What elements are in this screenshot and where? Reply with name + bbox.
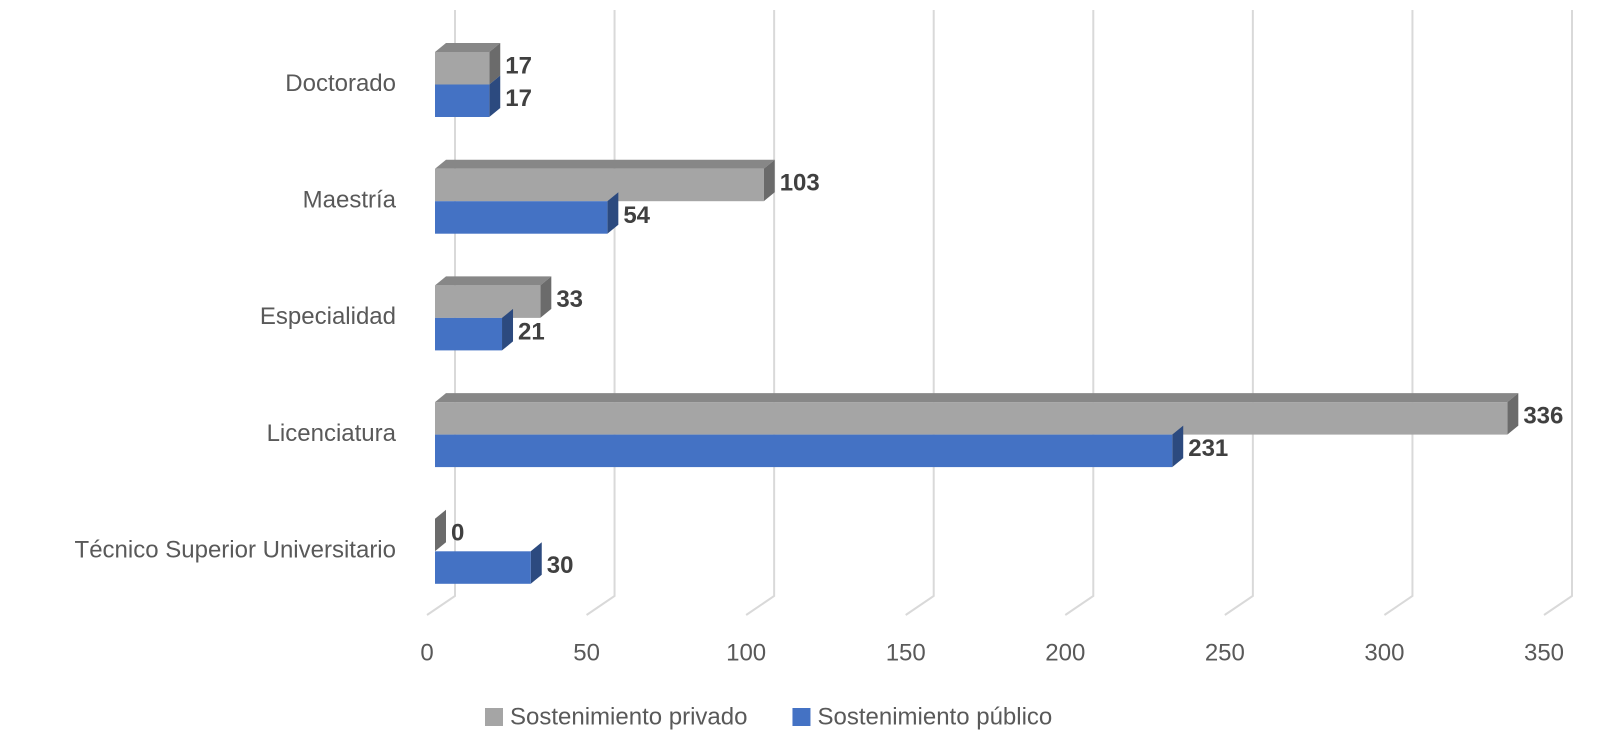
value-label: 103 <box>780 169 820 196</box>
bar <box>435 52 490 85</box>
legend-swatch <box>485 708 503 726</box>
x-tick-label: 350 <box>1524 639 1564 666</box>
value-label: 17 <box>505 53 532 80</box>
x-tick-label: 200 <box>1045 639 1085 666</box>
bar <box>435 317 503 351</box>
legend-label: Sostenimiento privado <box>510 703 747 730</box>
value-label: 33 <box>556 286 583 313</box>
bar-top <box>435 393 1519 403</box>
category-label: Licenciatura <box>267 420 397 447</box>
value-label: 17 <box>505 85 532 112</box>
bar <box>435 168 764 202</box>
grid-line <box>1543 10 1573 616</box>
grid-line <box>745 10 776 616</box>
bar-side <box>763 159 775 202</box>
category-label: Especialidad <box>260 303 396 330</box>
legend-swatch <box>792 708 811 726</box>
bar-side <box>489 43 501 85</box>
bar-top <box>435 276 552 286</box>
grid-line <box>1064 10 1095 616</box>
grid-line <box>586 10 616 616</box>
x-tick-label: 50 <box>573 639 600 666</box>
bar <box>435 402 1508 435</box>
x-tick-label: 250 <box>1205 639 1245 666</box>
bar-side <box>502 308 514 351</box>
bar <box>435 434 1173 468</box>
x-tick-label: 150 <box>886 639 926 666</box>
x-tick-label: 300 <box>1364 639 1404 666</box>
legend-label: Sostenimiento público <box>817 703 1052 730</box>
bar-side <box>489 75 501 117</box>
grid-line <box>905 10 935 616</box>
bar <box>435 551 531 584</box>
bar-side <box>607 192 619 234</box>
value-label: 54 <box>623 202 650 229</box>
bar-top <box>435 159 775 169</box>
value-label: 0 <box>451 519 464 546</box>
bar <box>435 201 608 234</box>
x-tick-label: 0 <box>420 639 433 666</box>
grid-line <box>1224 10 1254 616</box>
bar-side <box>540 276 552 318</box>
category-label: Técnico Superior Universitario <box>75 537 396 564</box>
bar-side <box>1172 425 1184 468</box>
value-label: 336 <box>1523 403 1563 430</box>
bar-top <box>435 43 501 52</box>
bar-side <box>435 509 446 552</box>
category-label: Doctorado <box>285 70 396 97</box>
bar-side <box>1507 393 1519 435</box>
value-label: 30 <box>547 552 574 579</box>
bar-side <box>530 542 542 584</box>
bar <box>435 84 490 117</box>
category-label: Maestría <box>303 187 397 214</box>
x-tick-label: 100 <box>726 639 766 666</box>
bar <box>435 285 541 318</box>
value-label: 231 <box>1188 435 1228 462</box>
grid-line <box>1383 10 1414 616</box>
value-label: 21 <box>518 318 545 345</box>
